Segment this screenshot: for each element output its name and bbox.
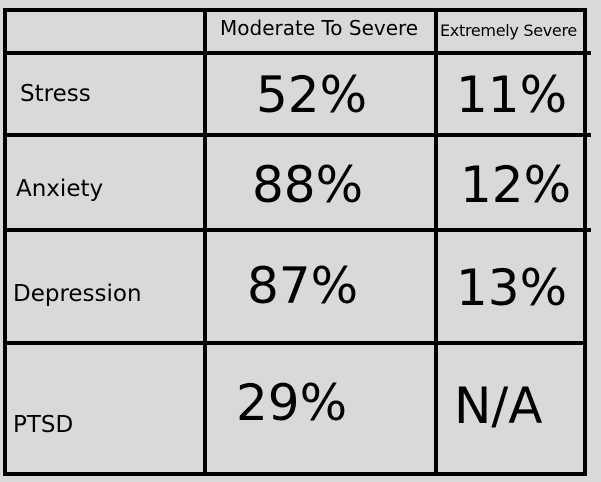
grid-line-top [3, 8, 587, 12]
grid-line-bottom [3, 472, 587, 476]
grid-line-col2-right [434, 8, 438, 476]
grid-line-right [583, 8, 587, 476]
grid-line-left [3, 8, 7, 476]
row-label-ptsd: PTSD [13, 412, 74, 438]
cell-stress-extreme: 11% [456, 66, 568, 124]
grid-line-row3-bottom [3, 341, 587, 345]
row-label-anxiety: Anxiety [16, 176, 104, 202]
column-header-moderate-to-severe: Moderate To Severe [220, 16, 419, 40]
cell-depression-extreme: 13% [456, 259, 568, 317]
row-label-stress: Stress [20, 81, 91, 107]
grid-line-row2-bottom [3, 228, 591, 232]
cell-anxiety-moderate: 88% [252, 156, 364, 214]
row-label-depression: Depression [13, 281, 142, 307]
cell-stress-moderate: 52% [256, 66, 368, 124]
cell-anxiety-extreme: 12% [460, 156, 572, 214]
cell-ptsd-extreme: N/A [454, 377, 543, 435]
cell-depression-moderate: 87% [247, 257, 359, 315]
grid-line-col1-right [203, 8, 207, 476]
grid-line-row1-bottom [3, 133, 591, 137]
grid-line-header-bottom [3, 51, 591, 55]
cell-ptsd-moderate: 29% [236, 374, 348, 432]
column-header-extremely-severe: Extremely Severe [440, 21, 577, 40]
